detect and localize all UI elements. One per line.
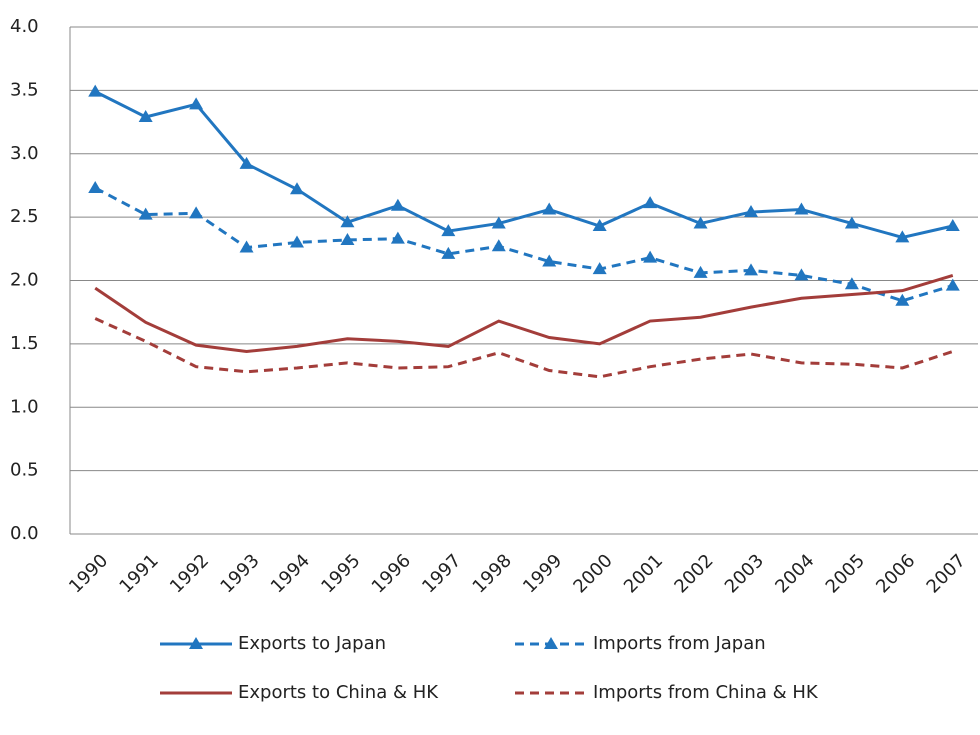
point-marker (945, 218, 960, 231)
point-marker (189, 206, 204, 219)
x-tick-label: 2000 (569, 550, 616, 597)
y-tick-label: 0.5 (10, 460, 39, 481)
point-marker (592, 262, 607, 275)
x-tick-label: 1992 (166, 550, 213, 597)
x-tick-label: 1998 (469, 550, 516, 597)
point-marker (88, 84, 103, 97)
point-marker (844, 216, 859, 229)
point-marker (390, 198, 405, 211)
point-marker (744, 263, 758, 276)
x-tick-label: 1996 (368, 550, 415, 597)
point-marker (491, 216, 506, 229)
point-marker (138, 109, 153, 122)
y-tick-label: 4.0 (10, 16, 39, 37)
point-marker (340, 215, 355, 228)
legend-label: Exports to China & HK (238, 682, 439, 703)
point-marker (794, 268, 809, 281)
x-tick-label: 2002 (670, 550, 717, 597)
point-marker (592, 218, 607, 231)
x-tick-label: 2003 (721, 550, 768, 597)
point-marker (643, 250, 658, 263)
point-marker (844, 277, 859, 290)
x-tick-label: 2004 (771, 550, 818, 597)
x-tick-label: 1993 (216, 550, 263, 597)
point-marker (441, 224, 456, 237)
y-tick-label: 0.0 (10, 523, 39, 544)
y-tick-label: 1.5 (10, 333, 39, 354)
y-tick-label: 1.0 (10, 396, 39, 417)
point-marker (794, 202, 809, 215)
x-tick-label: 1997 (418, 550, 465, 597)
point-marker (693, 265, 708, 278)
point-marker (138, 207, 153, 220)
legend-label: Imports from Japan (593, 633, 766, 654)
point-marker (290, 235, 304, 248)
x-tick-label: 1990 (65, 550, 112, 597)
point-marker (290, 182, 304, 195)
point-marker (542, 202, 557, 215)
point-marker (542, 254, 557, 267)
legend-marker (189, 637, 203, 649)
x-tick-label: 2007 (923, 550, 970, 597)
series-line (94, 273, 954, 353)
legend-label: Exports to Japan (238, 633, 386, 654)
legend-marker (544, 637, 558, 649)
point-marker (945, 278, 960, 291)
x-tick-label: 1995 (317, 550, 364, 597)
point-marker (88, 180, 103, 193)
x-tick-label: 2001 (620, 550, 667, 597)
point-marker (693, 216, 708, 229)
point-marker (340, 232, 355, 245)
legend-label: Imports from China & HK (593, 682, 819, 703)
point-marker (491, 239, 506, 252)
point-marker (895, 230, 910, 243)
series-line (94, 186, 954, 303)
x-tick-label: 2005 (822, 550, 869, 597)
y-tick-label: 2.5 (10, 206, 39, 227)
y-tick-label: 2.0 (10, 270, 39, 291)
point-marker (744, 205, 758, 218)
x-tick-label: 1991 (115, 550, 162, 597)
series-line (94, 90, 954, 239)
point-marker (643, 196, 658, 209)
x-tick-label: 2006 (872, 550, 919, 597)
point-marker (239, 156, 254, 169)
point-marker (239, 240, 254, 253)
x-tick-label: 1999 (519, 550, 566, 597)
x-tick-label: 1994 (267, 550, 314, 597)
point-marker (189, 97, 204, 110)
point-marker (895, 293, 910, 306)
series-line (94, 317, 954, 379)
point-marker (441, 246, 456, 259)
point-marker (390, 231, 405, 244)
y-tick-label: 3.0 (10, 143, 39, 164)
y-tick-label: 3.5 (10, 79, 39, 100)
